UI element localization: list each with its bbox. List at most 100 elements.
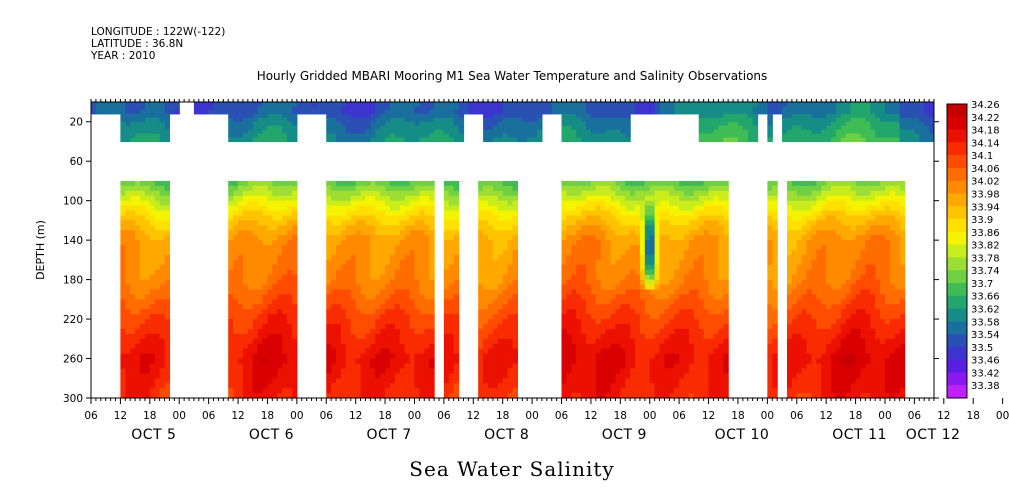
- salinity-cell: [365, 125, 371, 131]
- salinity-cell: [698, 289, 705, 295]
- salinity-cell: [282, 343, 288, 350]
- salinity-cell: [453, 250, 460, 256]
- salinity-cell: [576, 388, 582, 394]
- salinity-cell: [350, 353, 357, 360]
- salinity-cell: [267, 113, 273, 119]
- salinity-cell: [228, 195, 234, 202]
- salinity-cell: [458, 105, 465, 111]
- salinity-cell: [630, 353, 636, 360]
- salinity-cell: [571, 319, 577, 325]
- salinity-cell: [723, 328, 729, 335]
- salinity-cell: [267, 264, 273, 271]
- salinity-cell: [355, 368, 362, 374]
- salinity-cell: [355, 388, 362, 394]
- salinity-cell: [252, 133, 259, 139]
- salinity-cell: [669, 105, 675, 111]
- salinity-cell: [350, 358, 357, 365]
- salinity-cell: [649, 328, 656, 335]
- salinity-cell: [140, 363, 146, 369]
- salinity-cell: [242, 319, 249, 325]
- salinity-cell: [125, 289, 131, 295]
- salinity-cell: [429, 102, 435, 107]
- salinity-cell: [698, 388, 705, 394]
- salinity-cell: [287, 333, 293, 340]
- salinity-cell: [375, 215, 381, 221]
- salinity-cell: [635, 200, 641, 207]
- salinity-cell: [360, 121, 367, 127]
- salinity-cell: [238, 264, 244, 271]
- salinity-cell: [708, 200, 715, 207]
- salinity-cell: [336, 105, 342, 111]
- salinity-cell: [448, 210, 455, 217]
- salinity-cell: [252, 348, 259, 355]
- salinity-cell: [135, 264, 141, 271]
- salinity-cell: [365, 368, 371, 374]
- salinity-cell: [233, 304, 239, 310]
- salinity-cell: [419, 299, 425, 305]
- salinity-cell: [277, 289, 283, 295]
- salinity-cell: [718, 373, 724, 379]
- salinity-cell: [365, 378, 371, 384]
- salinity-cell: [576, 259, 582, 266]
- salinity-cell: [487, 230, 494, 236]
- salinity-cell: [635, 225, 641, 231]
- salinity-cell: [664, 102, 670, 107]
- salinity-cell: [365, 200, 371, 207]
- salinity-cell: [679, 190, 685, 197]
- salinity-cell: [576, 250, 582, 256]
- salinity-cell: [159, 200, 166, 207]
- salinity-cell: [164, 137, 171, 143]
- salinity-cell: [287, 343, 293, 350]
- salinity-cell: [238, 195, 244, 202]
- salinity-cell: [708, 254, 715, 261]
- salinity-cell: [399, 338, 406, 345]
- salinity-cell: [252, 314, 259, 320]
- salinity-cell: [497, 333, 504, 340]
- salinity-cell: [326, 363, 332, 369]
- salinity-cell: [703, 220, 710, 226]
- salinity-cell: [625, 220, 631, 226]
- salinity-cell: [399, 205, 406, 212]
- salinity-cell: [600, 180, 607, 187]
- salinity-cell: [409, 279, 416, 286]
- salinity-cell: [713, 353, 719, 360]
- salinity-cell: [277, 343, 283, 350]
- salinity-cell: [684, 205, 690, 212]
- salinity-cell: [571, 279, 577, 286]
- salinity-cell: [581, 353, 587, 360]
- salinity-cell: [507, 338, 514, 345]
- salinity-cell: [492, 343, 499, 350]
- salinity-cell: [130, 289, 136, 295]
- salinity-cell: [105, 109, 112, 115]
- salinity-cell: [649, 383, 656, 389]
- salinity-cell: [600, 125, 607, 131]
- salinity-cell: [144, 353, 151, 360]
- salinity-cell: [120, 105, 126, 111]
- salinity-cell: [576, 294, 582, 300]
- salinity-cell: [586, 324, 592, 330]
- salinity-cell: [586, 225, 592, 231]
- salinity-cell: [571, 117, 577, 123]
- salinity-cell: [639, 102, 646, 107]
- salinity-cell: [429, 117, 435, 123]
- salinity-cell: [272, 259, 278, 266]
- salinity-cell: [659, 210, 666, 217]
- salinity-cell: [492, 205, 499, 212]
- salinity-cell: [453, 333, 460, 340]
- salinity-cell: [688, 205, 695, 212]
- salinity-cell: [345, 254, 352, 261]
- salinity-cell: [595, 185, 602, 192]
- salinity-cell: [620, 121, 626, 127]
- salinity-cell: [130, 220, 136, 226]
- salinity-cell: [487, 348, 494, 355]
- salinity-cell: [399, 324, 406, 330]
- salinity-cell: [345, 328, 352, 335]
- salinity-cell: [282, 195, 288, 202]
- salinity-cell: [321, 109, 327, 115]
- salinity-cell: [728, 133, 734, 139]
- salinity-cell: [443, 133, 450, 139]
- salinity-cell: [272, 279, 278, 286]
- salinity-cell: [561, 289, 568, 295]
- salinity-cell: [409, 353, 416, 360]
- salinity-cell: [590, 343, 597, 350]
